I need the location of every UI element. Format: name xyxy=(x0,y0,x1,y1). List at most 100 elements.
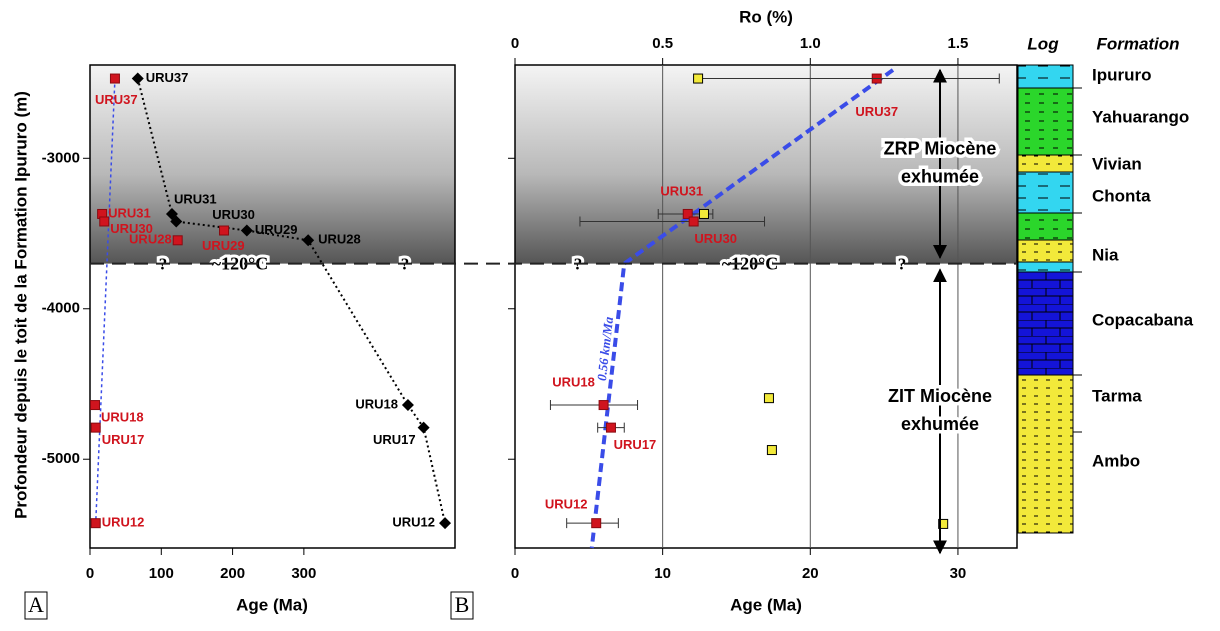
y-tick-label: -5000 xyxy=(42,450,80,467)
point-label: URU18 xyxy=(101,409,144,424)
point-label: URU12 xyxy=(102,515,145,530)
log-layer xyxy=(1017,64,1074,89)
point xyxy=(90,518,101,529)
point xyxy=(693,73,704,84)
cold-zone-shade xyxy=(515,65,1017,264)
formation-label: Yahuarango xyxy=(1092,107,1189,126)
point xyxy=(172,235,183,246)
point-label: URU29 xyxy=(255,222,298,237)
y-tick-label: -3000 xyxy=(42,149,80,166)
x2-tick-label: 0 xyxy=(511,35,519,52)
rate-label: 0.56 km/Ma xyxy=(594,315,616,381)
point xyxy=(698,208,709,219)
x-tick-label: 10 xyxy=(654,565,671,582)
panel-label-box xyxy=(450,591,474,620)
trend-line xyxy=(589,68,895,549)
point xyxy=(401,399,414,412)
error-bar xyxy=(579,216,766,227)
x2-tick-label: 0.5 xyxy=(652,35,673,52)
cold-zone-shade xyxy=(90,65,455,264)
log-layer xyxy=(1017,271,1074,376)
point xyxy=(240,224,253,237)
point-label: URU29 xyxy=(202,238,245,253)
point-label: URU37 xyxy=(146,70,189,85)
point-label: URU37 xyxy=(95,92,138,107)
log-layer xyxy=(1017,171,1074,214)
log-layer xyxy=(1017,212,1074,241)
formation-label: Tarma xyxy=(1092,386,1142,405)
point-label: URU31 xyxy=(174,191,217,206)
error-bar xyxy=(698,73,1000,84)
y-tick-label: -4000 xyxy=(42,300,80,317)
formation-header: Formation xyxy=(1096,34,1179,53)
log-layer xyxy=(1017,87,1074,156)
point-label: URU30 xyxy=(212,207,255,222)
point xyxy=(417,421,430,434)
point xyxy=(439,517,452,530)
point xyxy=(591,518,602,529)
formation-label: Copacabana xyxy=(1092,310,1194,329)
point xyxy=(109,73,120,84)
x-tick-label: 300 xyxy=(291,565,316,582)
point-label: URU37 xyxy=(855,104,898,119)
point-label: URU28 xyxy=(318,232,361,247)
uncertainty-mark: ? xyxy=(898,255,907,274)
plot-frame xyxy=(514,64,1018,549)
log-layer xyxy=(1017,154,1074,173)
point-label: URU31 xyxy=(108,205,151,220)
point xyxy=(99,216,110,227)
point xyxy=(688,216,699,227)
point xyxy=(170,215,183,228)
point xyxy=(763,393,774,404)
point xyxy=(605,422,616,433)
x-tick-label: 30 xyxy=(950,565,967,582)
x-axis-title: Age (Ma) xyxy=(730,595,802,614)
x2-axis-title: Ro (%) xyxy=(739,7,793,26)
temperature-label: ~120°C xyxy=(212,254,269,274)
point-label: URU17 xyxy=(373,432,416,447)
panel-label: A xyxy=(28,592,44,617)
log-layer xyxy=(1017,261,1074,273)
x2-tick-label: 1.5 xyxy=(948,35,969,52)
x-tick-label: 20 xyxy=(802,565,819,582)
point xyxy=(302,234,315,247)
point-label: URU18 xyxy=(552,374,595,389)
point xyxy=(219,225,230,236)
error-bar xyxy=(549,400,639,411)
panel-label: B xyxy=(455,592,470,617)
zone-label: ZIT Miocène xyxy=(888,386,992,406)
zone-label: exhumée xyxy=(901,414,979,434)
point xyxy=(682,208,693,219)
formation-label: Ipururo xyxy=(1092,65,1152,84)
x-tick-label: 0 xyxy=(511,565,519,582)
zone-label: exhumée xyxy=(901,167,979,187)
point xyxy=(131,72,144,85)
point-label: URU17 xyxy=(614,437,657,452)
point-label: URU28 xyxy=(129,232,172,247)
formation-label: Chonta xyxy=(1092,186,1151,205)
log-title: Log xyxy=(1027,34,1059,53)
point xyxy=(89,400,100,411)
point-label: URU17 xyxy=(102,432,145,447)
log-layer xyxy=(1017,239,1074,263)
formation-label: Vivian xyxy=(1092,154,1142,173)
zone-label: ZRP Miocène xyxy=(884,139,997,159)
y-axis-title: Profondeur depuis le toit de la Formatio… xyxy=(11,91,30,519)
x-axis-title: Age (Ma) xyxy=(236,595,308,614)
log-layer xyxy=(1017,374,1074,534)
x-tick-label: 0 xyxy=(86,565,94,582)
point xyxy=(598,400,609,411)
point xyxy=(90,422,101,433)
point-label: URU31 xyxy=(660,183,703,198)
x-tick-label: 100 xyxy=(149,565,174,582)
x-tick-label: 200 xyxy=(220,565,245,582)
x2-tick-label: 1.0 xyxy=(800,35,821,52)
point-label: URU30 xyxy=(694,231,737,246)
point-label: URU30 xyxy=(110,221,153,236)
point xyxy=(766,445,777,456)
panel-label-box xyxy=(24,591,48,620)
point-label: URU12 xyxy=(545,497,588,512)
point-label: URU12 xyxy=(392,515,435,530)
plot-frame xyxy=(89,64,456,549)
